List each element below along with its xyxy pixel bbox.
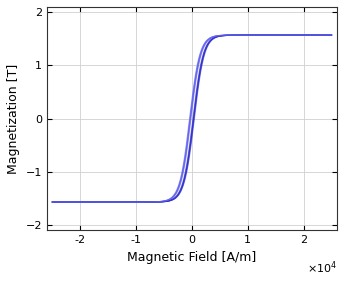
Text: $\times10^{4}$: $\times10^{4}$ <box>307 259 337 276</box>
Y-axis label: Magnetization [T]: Magnetization [T] <box>7 63 20 174</box>
X-axis label: Magnetic Field [A/m]: Magnetic Field [A/m] <box>127 251 257 264</box>
